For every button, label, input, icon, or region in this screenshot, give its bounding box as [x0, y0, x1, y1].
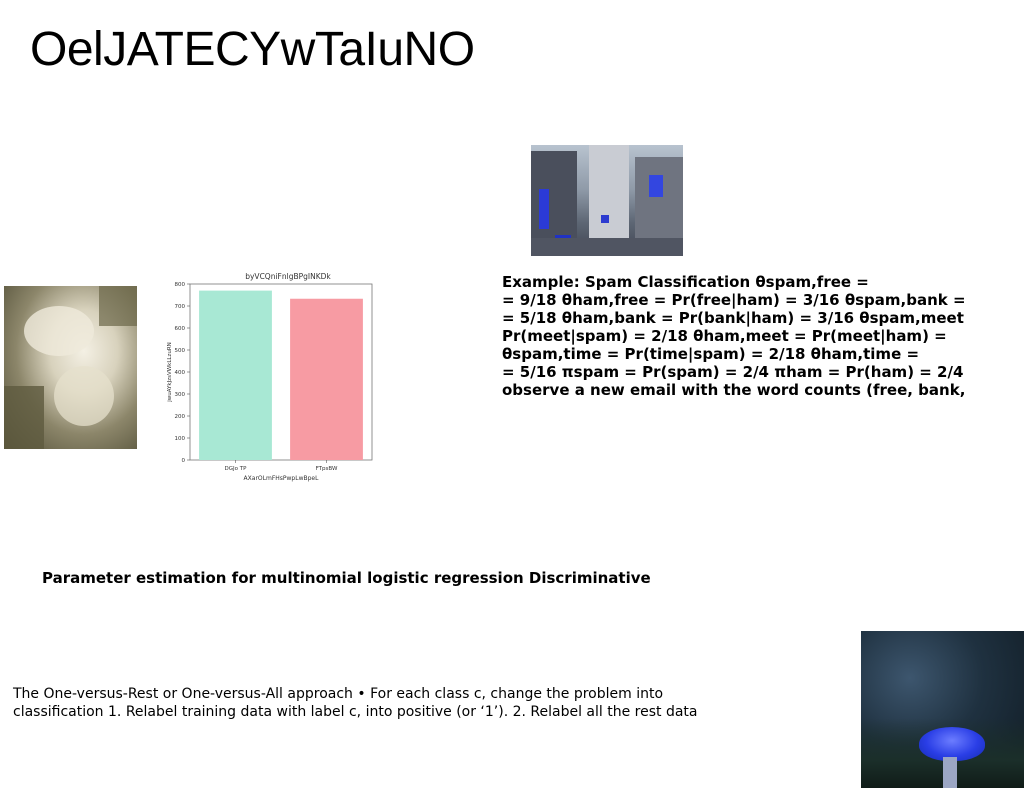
y-tick-label: 100 [175, 436, 186, 442]
bar-1 [290, 298, 363, 460]
bars [199, 290, 363, 460]
slide-title: OelJATECYwTaIuNO [30, 23, 475, 76]
x-axis-ticks: DGJo TP FTpsBW [225, 460, 338, 472]
y-tick-label: 500 [175, 348, 186, 354]
water-photo [4, 286, 137, 449]
y-tick-label: 400 [175, 370, 186, 376]
y-axis-ticks: 0 100 200 300 400 500 600 700 800 [175, 282, 190, 464]
y-tick-label: 300 [175, 392, 186, 398]
y-tick-label: 0 [182, 458, 186, 464]
x-tick-label: DGJo TP [225, 466, 248, 472]
x-tick-label: FTpsBW [316, 466, 338, 472]
y-tick-label: 200 [175, 414, 186, 420]
mushroom-photo [861, 631, 1024, 788]
spam-classification-example: Example: Spam Classification θspam,free … [502, 273, 966, 399]
y-axis-label: jwuAYkJzsVWkLLzuRN [167, 342, 173, 403]
bar-0 [199, 290, 272, 460]
street-photo [531, 145, 683, 256]
y-tick-label: 700 [175, 304, 186, 310]
bar-chart: byVCQniFnlgBPgINKDk 0 100 200 300 400 500 600 7… [167, 272, 373, 482]
chart-title: byVCQniFnlgBPgINKDk [245, 272, 331, 281]
y-tick-label: 800 [175, 282, 186, 288]
y-tick-label: 600 [175, 326, 186, 332]
x-axis-label: AXarOLmFHsPwpLwBpeL [244, 475, 320, 482]
parameter-estimation-heading: Parameter estimation for multinomial log… [42, 569, 651, 587]
one-versus-rest-text: The One-versus-Rest or One-versus-All ap… [13, 686, 698, 720]
